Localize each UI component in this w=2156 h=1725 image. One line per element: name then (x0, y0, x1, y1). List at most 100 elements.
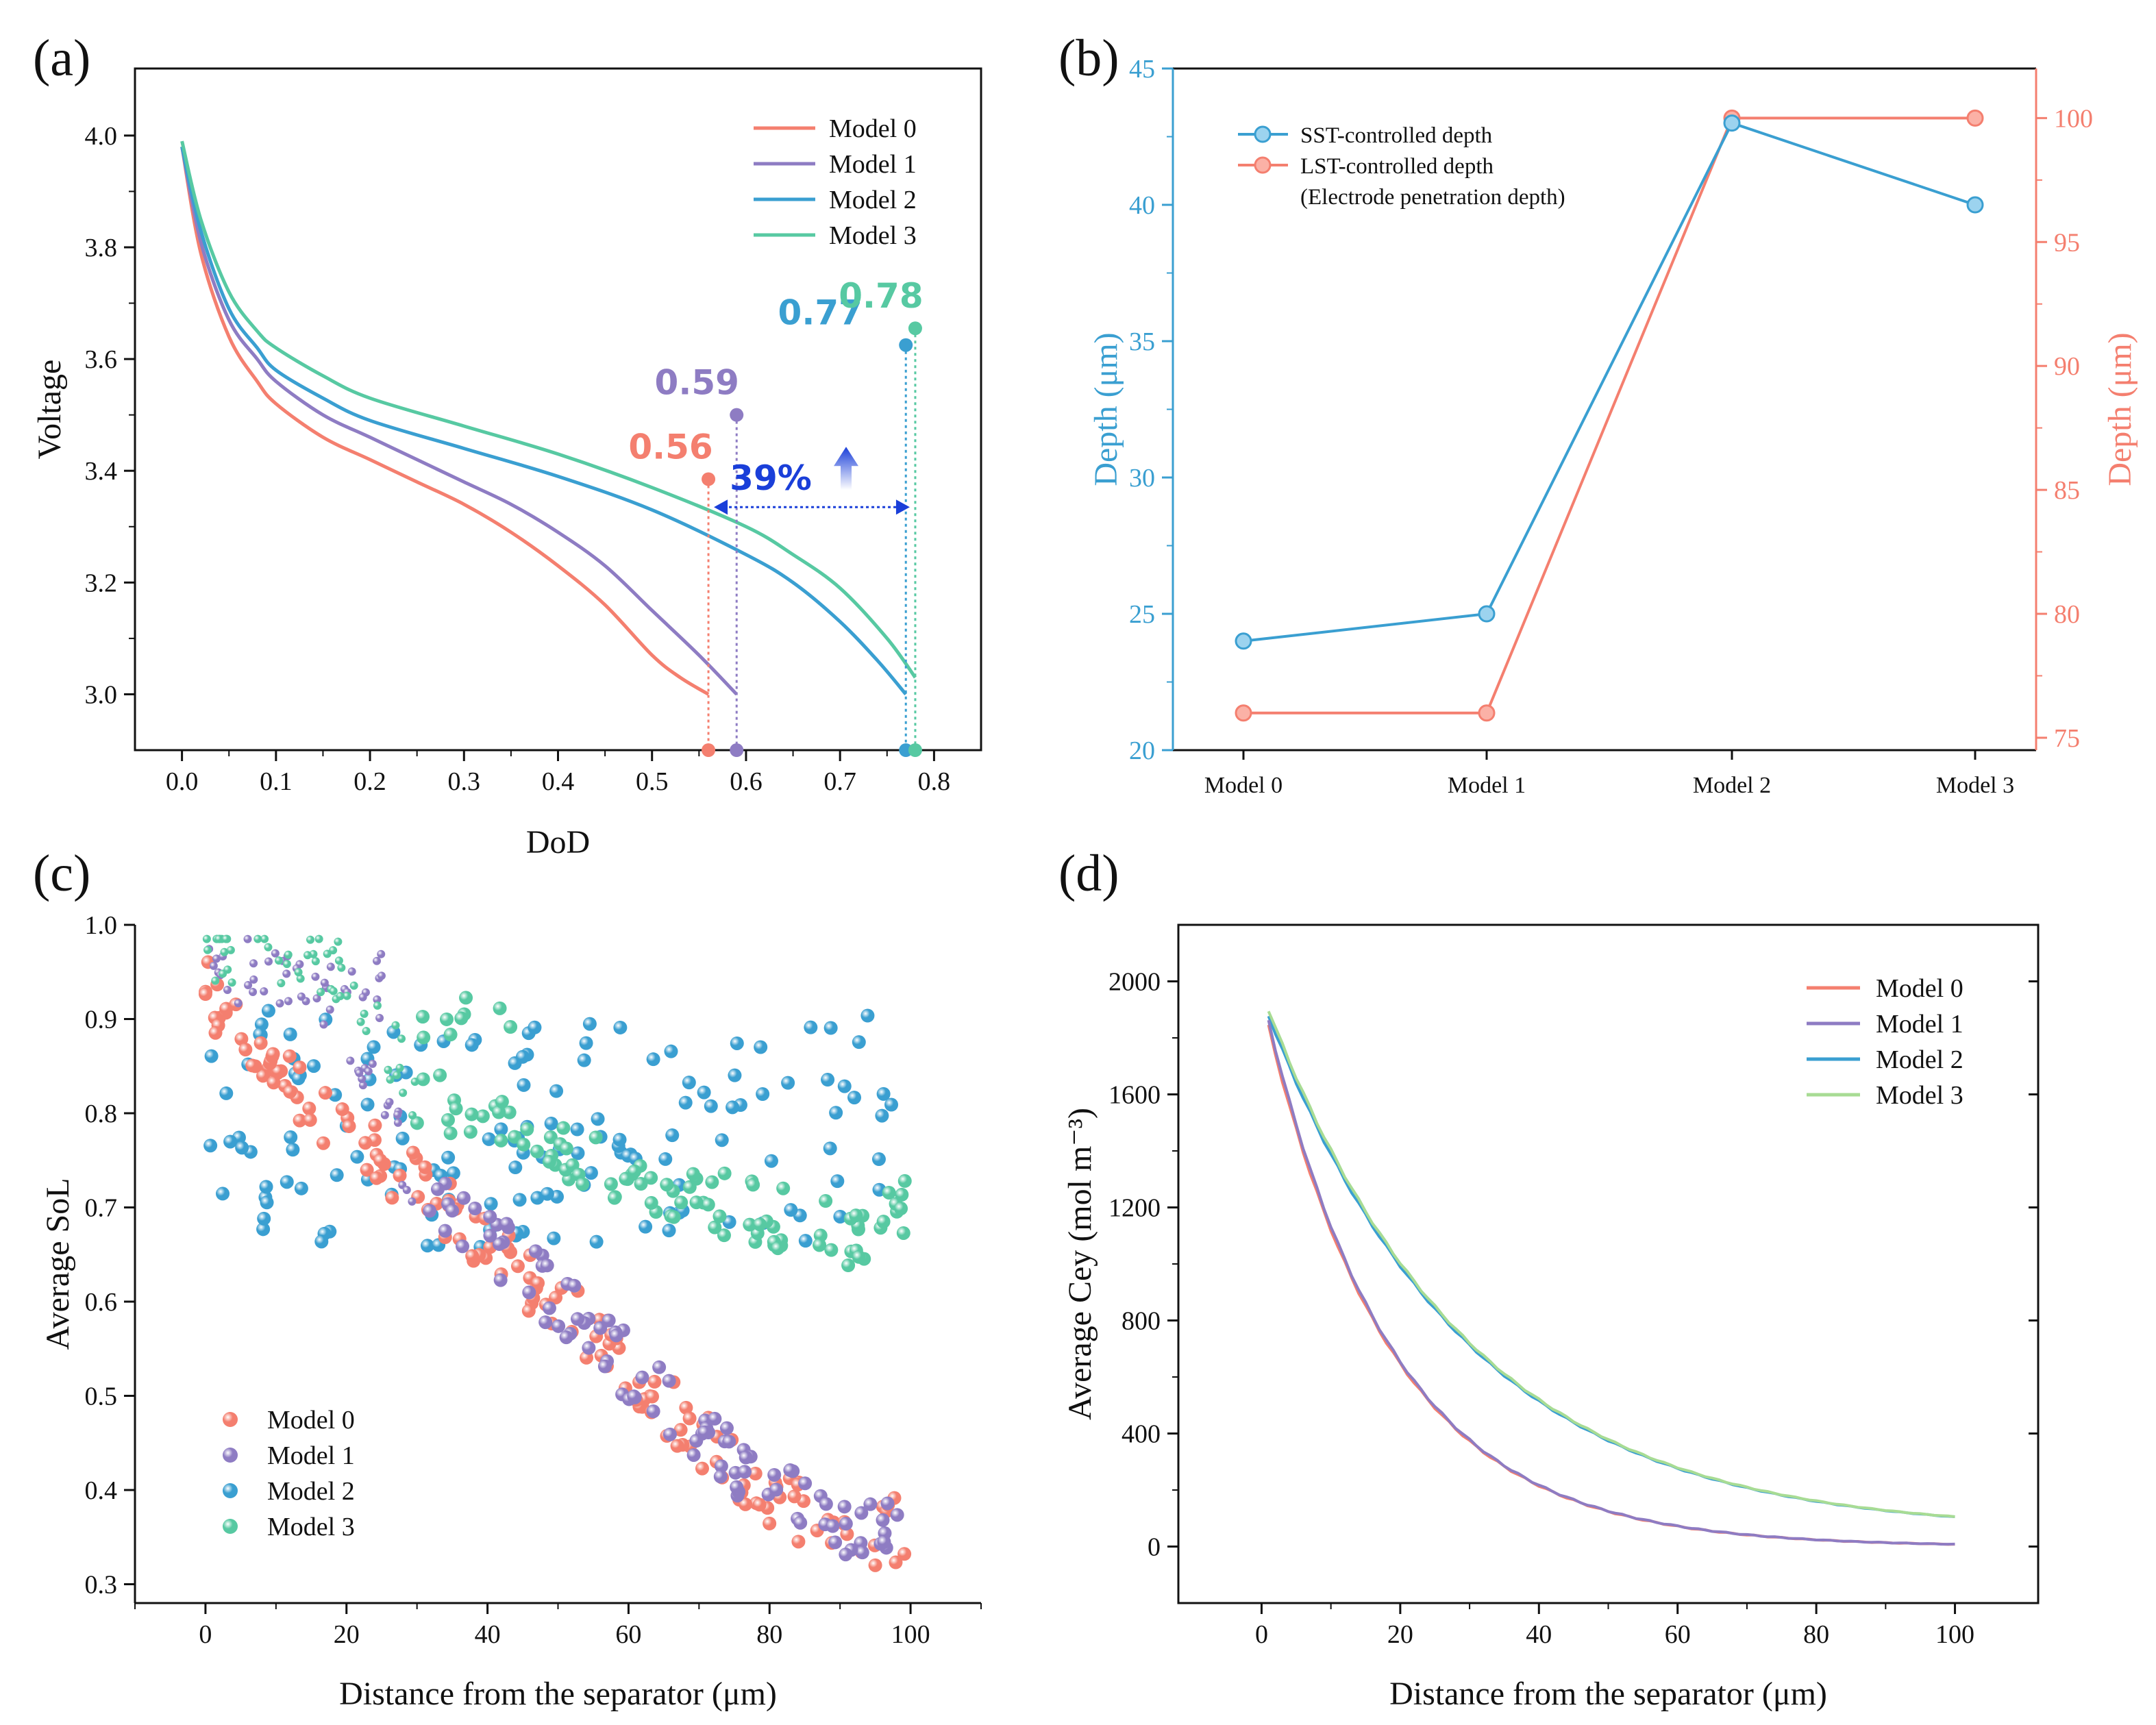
panel-c-point-model-2 (446, 1166, 460, 1180)
panel-a-xtick-label: 0.2 (354, 767, 386, 796)
panel-c-point-model-1 (528, 1244, 543, 1258)
panel-c-point-model-3 (282, 960, 291, 969)
panel-c-point-model-2 (582, 1017, 597, 1031)
panel-c-point-model-1 (483, 1210, 497, 1224)
panel-a-legend-label-1: Model 1 (829, 150, 917, 179)
panel-c-point-model-1 (385, 1097, 394, 1106)
panel-a-ylabel: Voltage (32, 360, 68, 460)
panel-c-point-model-1 (571, 1312, 585, 1326)
panel-c-point-model-1 (373, 995, 382, 1004)
panel-c-point-model-3 (284, 950, 293, 959)
panel-a-xtick-label: 0.4 (542, 767, 575, 796)
panel-c-point-model-1 (249, 959, 258, 968)
panel-c-point-model-0 (253, 1036, 268, 1050)
panel-c-point-model-3 (619, 1171, 633, 1186)
panel-c-point-model-3 (492, 1105, 506, 1119)
panel-c-point-model-3 (441, 1113, 456, 1127)
panel-a-endpoint-label-model-2: 0.77 (778, 293, 863, 333)
panel-c-xtick-label: 60 (615, 1620, 641, 1649)
panel-d-ytick-label: 1600 (1108, 1081, 1161, 1110)
panel-c-point-model-3 (543, 1130, 558, 1145)
panel-c-point-model-1 (662, 1427, 677, 1441)
panel-b-ylabel-right: Depth (μm) (2102, 332, 2138, 486)
panel-c-point-model-0 (752, 1498, 767, 1512)
panel-c-point-model-0 (645, 1389, 660, 1404)
panel-c-point-model-3 (227, 978, 236, 987)
panel-c-xtick-label: 20 (334, 1620, 360, 1649)
panel-c-point-model-3 (343, 991, 351, 1000)
panel-c-legend-swatch-0 (223, 1412, 238, 1427)
panel-c-point-model-3 (660, 1178, 674, 1192)
panel-b-label: (b) (1058, 29, 1119, 87)
panel-d-xtick-label: 0 (1255, 1620, 1268, 1649)
panel-c-point-model-3 (334, 937, 343, 946)
panel-c-point-model-3 (644, 1195, 658, 1210)
panel-a-ytick-label: 3.0 (85, 680, 118, 709)
panel-b-ytick-label: 35 (1129, 327, 1155, 356)
panel-c-point-model-3 (214, 934, 223, 943)
panel-d-xtick-label: 60 (1665, 1620, 1691, 1649)
panel-c-point-model-0 (283, 1084, 297, 1099)
panel-c-point-model-2 (764, 1154, 778, 1168)
panel-c-point-model-1 (312, 994, 321, 1003)
panel-a-ytick-label: 3.8 (85, 234, 118, 262)
panel-c-point-model-1 (244, 981, 253, 990)
panel-c-point-model-3 (876, 1215, 891, 1229)
panel-b-ytick-label-right: 100 (2054, 104, 2093, 133)
panel-c-point-model-2 (284, 1130, 298, 1145)
panel-c-point-model-1 (468, 1201, 482, 1215)
panel-c-point-model-0 (840, 1527, 854, 1541)
panel-d-xtick-label: 100 (1935, 1620, 1974, 1649)
panel-c-xtick-label: 0 (199, 1620, 212, 1649)
panel-c-point-model-3 (449, 1102, 463, 1116)
panel-c-point-model-0 (763, 1516, 777, 1530)
panel-b-point-sst (1966, 196, 1984, 214)
panel-c-point-model-2 (829, 1106, 843, 1120)
panel-c-point-model-3 (849, 1208, 863, 1223)
panel-c-point-model-2 (577, 1053, 591, 1067)
panel-c-point-model-3 (504, 1020, 518, 1034)
panel-c-point-model-0 (208, 1026, 223, 1040)
panel-c-point-model-3 (264, 943, 273, 952)
panel-c-point-model-0 (739, 1497, 753, 1511)
panel-c-point-model-3 (841, 1258, 856, 1272)
panel-a-endpoint-top-model-3 (908, 321, 922, 336)
panel-b-category-label: Model 0 (1204, 773, 1283, 798)
panel-b-legend-label-0: SST-controlled depth (1300, 123, 1493, 148)
panel-c-point-model-0 (679, 1400, 693, 1415)
panel-c-point-model-2 (830, 1174, 845, 1189)
panel-a-ytick-label: 3.4 (85, 457, 118, 486)
panel-c-point-model-0 (358, 1136, 373, 1150)
panel-c-point-model-1 (223, 986, 232, 995)
panel-c-point-model-2 (612, 1132, 627, 1147)
panel-c-point-model-0 (521, 1304, 536, 1318)
panel-c-point-model-2 (646, 1052, 660, 1067)
panel-c-label: (c) (33, 845, 90, 902)
panel-c-point-model-1 (722, 1435, 736, 1449)
panel-c-point-model-2 (823, 1141, 837, 1156)
panel-b-category-label: Model 1 (1448, 773, 1526, 798)
panel-c-point-model-1 (249, 988, 258, 997)
panel-c-point-model-3 (296, 974, 305, 983)
panel-c-point-model-2 (314, 1234, 329, 1249)
panel-c-point-model-2 (283, 1027, 297, 1041)
panel-c-point-model-3 (311, 957, 320, 966)
panel-d-ytick-label: 0 (1148, 1533, 1161, 1562)
panel-c-point-model-1 (522, 1285, 536, 1300)
panel-c-point-model-3 (360, 1009, 369, 1018)
panel-c-point-model-1 (837, 1500, 852, 1514)
panel-c-point-model-1 (375, 1013, 384, 1022)
panel-c-point-model-3 (393, 1071, 401, 1080)
panel-c-point-model-1 (855, 1546, 869, 1560)
panel-a-endpoint-top-model-2 (899, 338, 913, 352)
panel-c-point-model-1 (282, 969, 291, 978)
panel-c-point-model-2 (884, 1097, 899, 1112)
panel-a-legend-label-2: Model 2 (829, 186, 917, 214)
panel-c-point-model-0 (373, 1153, 388, 1167)
panel-c-point-model-1 (826, 1519, 840, 1533)
panel-c-point-model-1 (311, 972, 320, 981)
panel-d-legend-label-0: Model 0 (1876, 974, 1963, 1003)
panel-c-point-model-0 (695, 1461, 709, 1476)
panel-c-point-model-1 (713, 1469, 728, 1484)
panel-a-endpoint-axis-model-2 (899, 743, 913, 757)
